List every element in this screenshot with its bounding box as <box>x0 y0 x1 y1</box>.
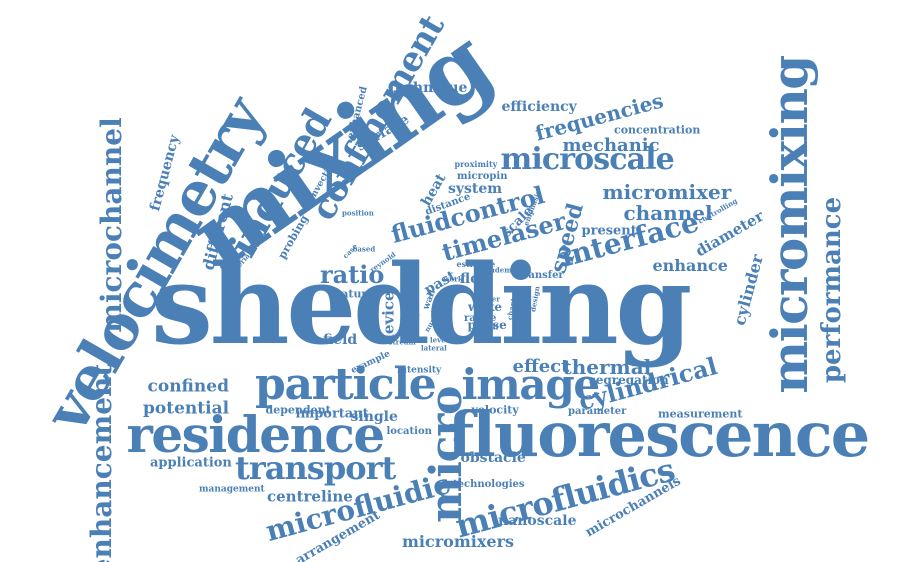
word-stream: stream <box>388 337 416 347</box>
word-mechanic: mechanic <box>562 135 660 156</box>
word-range: range <box>464 313 497 324</box>
word-field: field <box>323 332 358 348</box>
word-management: management <box>199 484 265 495</box>
word-feature: feature <box>329 287 375 301</box>
word-parameter: parameter <box>568 406 627 417</box>
word-segregation: segregation <box>589 373 669 387</box>
word-micromixing: micromixing <box>759 56 819 394</box>
word-flow: flow <box>460 271 492 287</box>
word-technologies: technologies <box>453 479 525 490</box>
word-ratio: ratio <box>320 260 385 289</box>
word-enhancement: enhancement <box>84 363 118 562</box>
word-measurement: measurement <box>658 407 743 421</box>
word-thermal: thermal <box>562 355 652 379</box>
word-dependent: dependent <box>265 403 331 417</box>
word-effect: effect <box>512 356 570 377</box>
word-intensity: intensity <box>397 365 442 376</box>
word-useful: useful <box>474 322 499 332</box>
word-image: image <box>461 360 601 409</box>
word-based: based <box>352 244 376 254</box>
word-micromixer: micromixer <box>602 180 732 204</box>
word-important: important <box>295 406 369 422</box>
word-particle: particle <box>255 359 437 410</box>
word-microchannel: microchannel <box>95 117 129 333</box>
word-concentration: concentration <box>614 123 701 137</box>
word-enhance: enhance <box>652 256 728 275</box>
word-nanoscale: nanoscale <box>498 513 577 529</box>
word-fluorescence: fluorescence <box>447 398 871 471</box>
word-technique: technique <box>389 80 468 96</box>
word-level: level <box>430 335 449 345</box>
word-shedding: shedding <box>151 240 692 369</box>
word-work: work <box>443 274 463 284</box>
word-micromixers: micromixers <box>402 532 515 551</box>
word-proximity: proximity <box>454 159 498 169</box>
word-residence: residence <box>126 405 386 464</box>
word-application: application <box>150 455 232 471</box>
word-order: order <box>478 294 500 304</box>
word-potential: potential <box>143 398 230 419</box>
word-transfer: transfer <box>518 270 564 281</box>
word-position: position <box>342 208 374 218</box>
word-phase: phase <box>467 318 507 332</box>
word-system: system <box>448 181 503 197</box>
word-channel: channel <box>623 201 713 225</box>
word-present: present <box>581 223 637 239</box>
word-micropin: micropin <box>457 171 508 182</box>
word-single: single <box>350 409 398 425</box>
word-estimate: estimate <box>456 259 496 269</box>
word-velocity: velocity <box>471 403 519 417</box>
word-wake: wake <box>468 300 503 314</box>
word-lateral: lateral <box>421 343 447 353</box>
word-confined: confined <box>147 376 229 397</box>
word-efficiency: efficiency <box>501 99 577 115</box>
word-tandem: tandem <box>482 265 512 275</box>
word-physical: physical <box>408 274 416 302</box>
word-performance: performance <box>817 196 848 384</box>
word-location: location <box>386 426 432 437</box>
word-transport: transport <box>235 449 396 487</box>
word-obstacle: obstacle <box>460 450 526 466</box>
word-microscale: microscale <box>500 142 675 177</box>
word-centreline: centreline <box>267 487 353 506</box>
